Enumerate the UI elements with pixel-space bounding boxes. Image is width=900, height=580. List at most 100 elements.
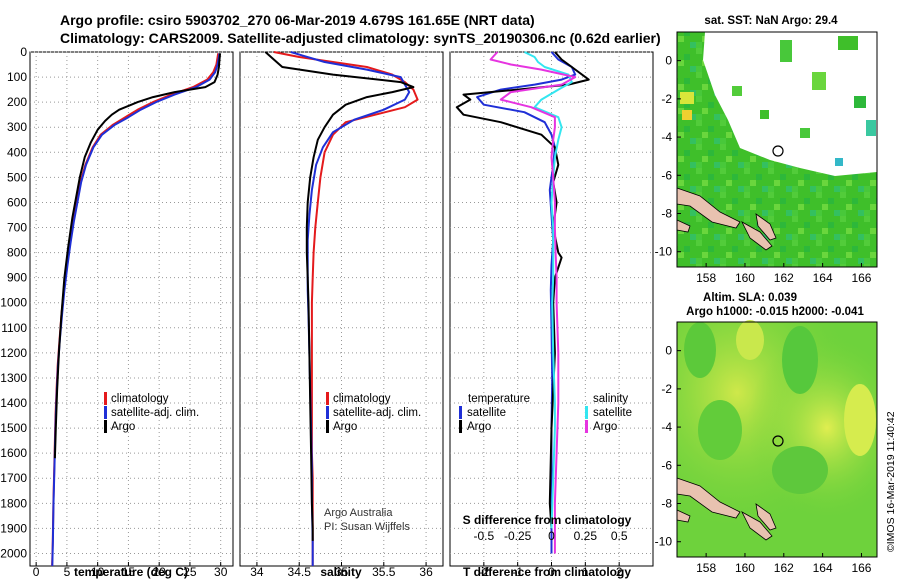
map-frame bbox=[676, 321, 878, 558]
temperature-legend: climatology satellite-adj. clim. Argo bbox=[104, 392, 199, 433]
depth-tick-label: 1500 bbox=[0, 421, 27, 435]
depth-tick-label: 1200 bbox=[0, 346, 27, 360]
series-line-argo bbox=[53, 53, 222, 459]
s-difference-tick-label: -0.5 bbox=[473, 529, 494, 543]
map-lat-label: -4 bbox=[661, 420, 672, 434]
depth-tick-label: 800 bbox=[7, 246, 27, 260]
x-tick-label: 25 bbox=[183, 565, 197, 579]
depth-tick-label: 200 bbox=[7, 95, 27, 109]
depth-tick-label: 1000 bbox=[0, 296, 27, 310]
legend-swatch-t-satellite bbox=[459, 406, 462, 419]
depth-tick-label: 1300 bbox=[0, 371, 27, 385]
sst-map-panel: sat. SST: NaN Argo: 29.4 158 160 162 164 166… bbox=[655, 15, 878, 285]
depth-tick-label: 1100 bbox=[1, 321, 27, 335]
salinity-panel: 34 34.5 35 35.5 36 salinity climatology sate… bbox=[239, 51, 444, 579]
s-difference-tick-label: 0.25 bbox=[574, 529, 598, 543]
credit-line1: Argo Australia bbox=[324, 507, 393, 519]
sst-scattered-pixels bbox=[680, 36, 876, 166]
map-lat-label: 0 bbox=[665, 344, 672, 358]
difference-panel: -2 -1 0 1 2 T difference from climatology S … bbox=[449, 51, 654, 579]
salinity-legend: climatology satellite-adj. clim. Argo bbox=[326, 392, 421, 433]
legend-s-satellite: satellite bbox=[593, 407, 632, 419]
legend-swatch-argo bbox=[326, 420, 329, 433]
map-lat-label: -10 bbox=[655, 245, 673, 259]
x-tick-label: 36 bbox=[419, 565, 433, 579]
legend-swatch-s-argo bbox=[585, 420, 588, 433]
depth-tick-label: 1900 bbox=[0, 521, 27, 535]
sla-land bbox=[676, 477, 777, 541]
s-difference-tick-label: -0.25 bbox=[504, 529, 532, 543]
map-lon-label: 164 bbox=[813, 271, 833, 285]
s-difference-tick-label: 0 bbox=[548, 529, 555, 543]
map-lon-label: 166 bbox=[851, 271, 871, 285]
argo-location-marker-sst bbox=[772, 145, 784, 157]
depth-tick-label: 400 bbox=[7, 145, 27, 159]
s-difference-tick-label: 0.5 bbox=[611, 529, 628, 543]
depth-tick-label: 900 bbox=[7, 271, 27, 285]
sla-eddies bbox=[684, 320, 876, 494]
depth-tick-label: 1400 bbox=[0, 396, 27, 410]
map-lat-label: 0 bbox=[665, 54, 672, 68]
map-lat-label: -4 bbox=[661, 130, 672, 144]
x-tick-label: 0 bbox=[548, 565, 555, 579]
series-line-salinity-satellite bbox=[523, 51, 573, 529]
x-tick-label: 2 bbox=[616, 565, 623, 579]
legend-swatch-s-satellite bbox=[585, 406, 588, 419]
figure-title-line1: Argo profile: csiro 5903702_270 06-Mar-2… bbox=[60, 12, 535, 28]
depth-tick-label: 500 bbox=[7, 170, 27, 184]
legend-salinity-title: salinity bbox=[593, 393, 628, 405]
s-difference-ticks: -0.5 -0.25 0 0.25 0.5 bbox=[473, 529, 627, 543]
map-lon-label: 162 bbox=[774, 561, 794, 575]
map-lon-label: 158 bbox=[696, 271, 716, 285]
depth-axis: 0 100 200 300 400 500 600 700 800 900 1000 1100 1200… bbox=[0, 45, 34, 560]
x-tick-label: 5 bbox=[64, 565, 71, 579]
x-tick-label: 1 bbox=[582, 565, 589, 579]
legend-t-argo: Argo bbox=[467, 421, 491, 433]
difference-legend: temperature satellite Argo salinity sate… bbox=[459, 393, 632, 433]
series-line-salinity-argo bbox=[489, 51, 577, 554]
legend-swatch-satellite bbox=[326, 406, 329, 419]
x-tick-label: 15 bbox=[122, 565, 136, 579]
map-lat-label: -10 bbox=[655, 535, 673, 549]
depth-tick-label: 600 bbox=[7, 195, 27, 209]
legend-satellite: satellite-adj. clim. bbox=[111, 407, 199, 419]
sst-map-title: sat. SST: NaN Argo: 29.4 bbox=[704, 15, 838, 27]
legend-swatch-satellite bbox=[104, 406, 107, 419]
legend-swatch-climatology bbox=[104, 392, 107, 405]
map-frame bbox=[676, 31, 878, 268]
x-tick-label: 35.5 bbox=[372, 565, 396, 579]
legend-temperature-title: temperature bbox=[468, 393, 530, 405]
legend-t-satellite: satellite bbox=[467, 407, 506, 419]
map-lat-label: -6 bbox=[661, 168, 672, 182]
sst-missing-data-region bbox=[703, 32, 877, 176]
map-lat-label: -6 bbox=[661, 458, 672, 472]
temperature-plot-frame bbox=[29, 51, 234, 567]
x-tick-label: -2 bbox=[478, 565, 489, 579]
depth-tick-label: 1600 bbox=[0, 446, 27, 460]
x-tick-label: -1 bbox=[512, 565, 523, 579]
legend-argo: Argo bbox=[333, 421, 357, 433]
sla-map-title: Altim. SLA: 0.039 bbox=[703, 292, 797, 304]
legend-s-argo: Argo bbox=[593, 421, 617, 433]
x-tick-label: 34.5 bbox=[288, 565, 312, 579]
map-lon-label: 160 bbox=[735, 271, 755, 285]
map-lat-label: -2 bbox=[661, 382, 672, 396]
map-lat-label: -8 bbox=[661, 207, 672, 221]
map-lon-label: 166 bbox=[851, 561, 871, 575]
sla-map-subtitle: Argo h1000: -0.015 h2000: -0.041 bbox=[686, 306, 864, 318]
depth-tick-label: 700 bbox=[7, 221, 27, 235]
map-lat-label: -8 bbox=[661, 497, 672, 511]
map-lon-label: 164 bbox=[813, 561, 833, 575]
salinity-axis-label: salinity bbox=[320, 565, 362, 579]
argo-location-marker-sla bbox=[772, 435, 784, 447]
legend-swatch-t-argo bbox=[459, 420, 462, 433]
legend-satellite: satellite-adj. clim. bbox=[333, 407, 421, 419]
map-lon-label: 162 bbox=[774, 271, 794, 285]
x-tick-label: 0 bbox=[33, 565, 40, 579]
imos-timestamp: ©IMOS 16-Mar-2019 11:40:42 bbox=[885, 411, 897, 552]
legend-climatology: climatology bbox=[111, 393, 169, 405]
map-lon-label: 160 bbox=[735, 561, 755, 575]
s-difference-axis-label: S difference from climatology bbox=[463, 513, 632, 527]
t-difference-axis-label: T difference from climatology bbox=[463, 565, 631, 579]
